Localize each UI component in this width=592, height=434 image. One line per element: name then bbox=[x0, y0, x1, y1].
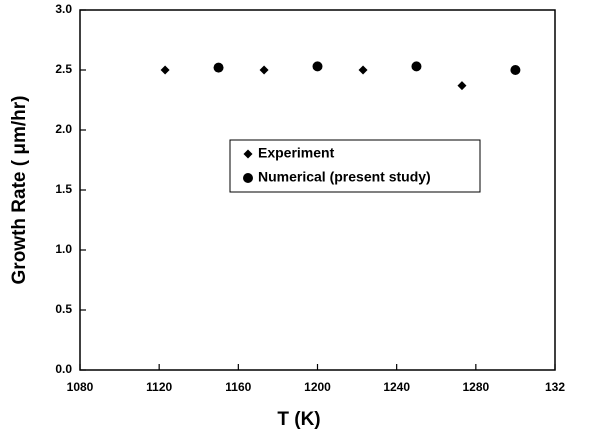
data-point bbox=[160, 65, 170, 75]
data-point bbox=[259, 65, 269, 75]
x-tick-label: 1240 bbox=[383, 380, 410, 394]
y-tick-label: 3.0 bbox=[55, 2, 72, 16]
x-tick-label: 1200 bbox=[304, 380, 331, 394]
x-tick-label: 132 bbox=[545, 380, 565, 394]
data-point bbox=[312, 61, 323, 72]
x-tick-label: 1280 bbox=[462, 380, 489, 394]
y-tick-label: 0.5 bbox=[55, 302, 72, 316]
data-point bbox=[510, 65, 521, 75]
legend-box bbox=[229, 139, 481, 193]
data-point bbox=[213, 62, 224, 73]
y-tick-label: 2.0 bbox=[55, 122, 72, 136]
legend-label: Numerical (present study) bbox=[258, 169, 431, 185]
y-tick-label: 1.5 bbox=[55, 182, 72, 196]
legend-label: Experiment bbox=[258, 145, 335, 161]
legend-marker bbox=[243, 149, 253, 159]
x-axis-label: T (K) bbox=[277, 409, 320, 430]
data-point bbox=[358, 65, 368, 75]
data-point bbox=[411, 61, 422, 72]
y-tick-label: 2.5 bbox=[55, 62, 72, 76]
data-point bbox=[457, 81, 467, 91]
y-tick-label: 1.0 bbox=[55, 242, 72, 256]
y-axis-label: Growth Rate ( μm/hr) bbox=[9, 96, 30, 285]
x-tick-label: 1080 bbox=[67, 380, 94, 394]
x-tick-label: 1120 bbox=[146, 380, 172, 394]
y-tick-label: 0.0 bbox=[55, 362, 72, 376]
x-tick-label: 1160 bbox=[225, 380, 251, 394]
legend-marker bbox=[243, 173, 253, 183]
